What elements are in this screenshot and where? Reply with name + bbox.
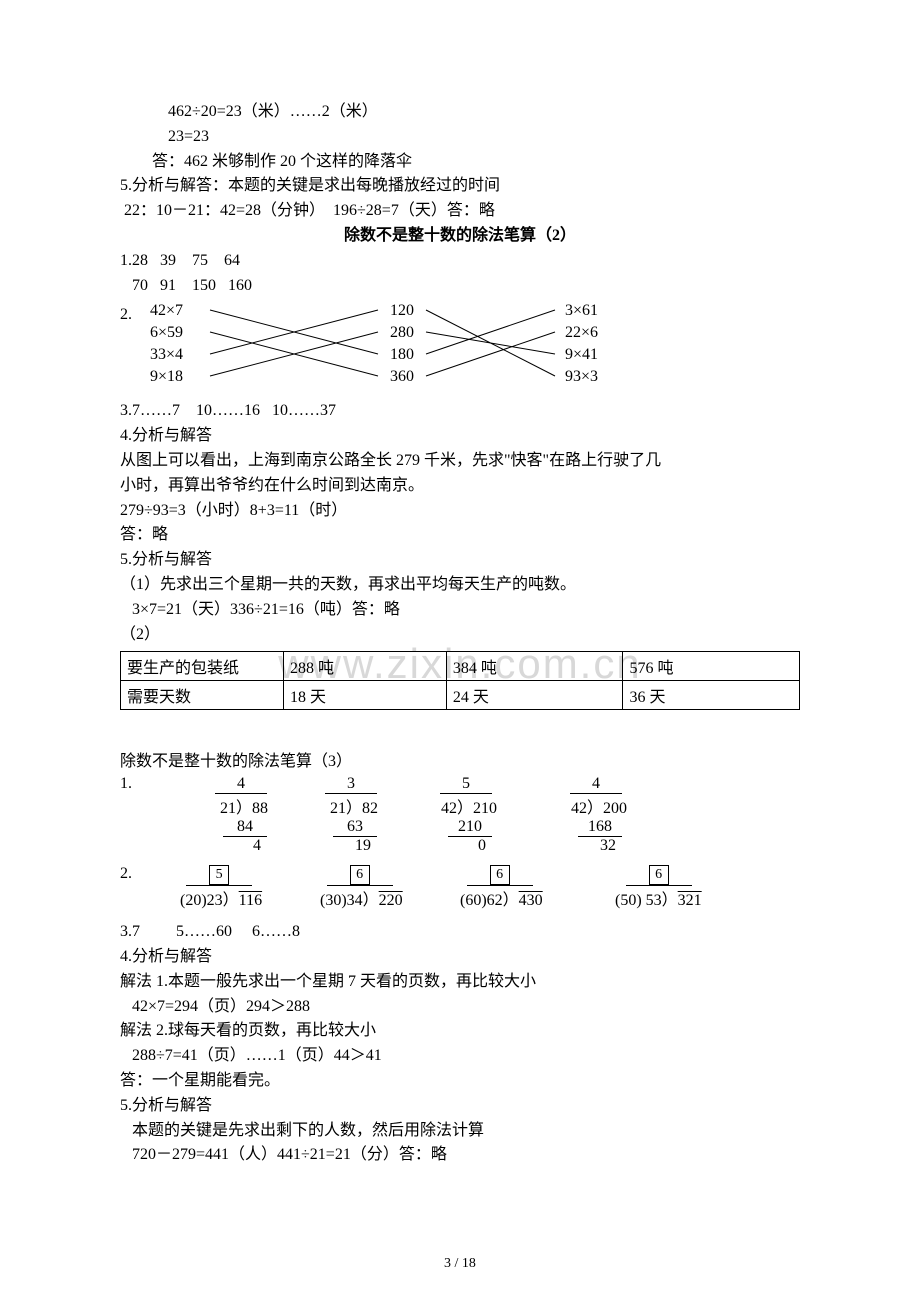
- body-text: 答：略: [120, 523, 800, 548]
- body-text: 小时，再算出爷爷约在什么时间到达南京。: [120, 474, 800, 499]
- long-division: 5(20)23）116: [180, 865, 262, 910]
- match-mid-item: 120: [390, 302, 414, 320]
- body-text: 1.28 39 75 64: [120, 249, 800, 274]
- match-mid-item: 280: [390, 324, 414, 342]
- body-text: 70 91 150 160: [120, 274, 800, 299]
- section-heading: 除数不是整十数的除法笔算（2）: [120, 224, 800, 249]
- match-left-item: 6×59: [150, 324, 183, 342]
- long-division: 421）88844: [215, 775, 273, 855]
- table-cell: 24 天: [446, 681, 623, 710]
- body-text: 4.分析与解答: [120, 424, 800, 449]
- production-table: 要生产的包装纸 288 吨 384 吨 576 吨 需要天数 18 天 24 天…: [120, 651, 800, 710]
- body-text: （1）先求出三个星期一共的天数，再求出平均每天生产的吨数。: [120, 573, 800, 598]
- body-text: 本题的关键是先求出剩下的人数，然后用除法计算: [120, 1119, 800, 1144]
- body-text: 3×7=21（天）336÷21=16（吨）答：略: [120, 598, 800, 623]
- long-division: 542）2102100: [440, 775, 498, 855]
- body-text: 22：10－21：42=28（分钟） 196÷28=7（天）答：略: [120, 199, 800, 224]
- body-text: 288÷7=41（页）……1（页）44＞41: [120, 1044, 800, 1069]
- body-text: 720－279=441（人）441÷21=21（分）答：略: [120, 1143, 800, 1168]
- match-right-item: 3×61: [565, 302, 598, 320]
- table-cell: 36 天: [623, 681, 800, 710]
- body-text: 解法 1.本题一般先求出一个星期 7 天看的页数，再比较大小: [120, 970, 800, 995]
- page-footer: 3 / 18: [0, 1256, 920, 1272]
- body-text: 462÷20=23（米）……2（米）: [120, 100, 800, 125]
- table-cell: 384 吨: [446, 652, 623, 681]
- matching-diagram: 2. 42×7 120 3×61 6×59 280 22×6 33×4 180 9×41 9×18 3…: [120, 300, 800, 395]
- body-text: 3.7……7 10……16 10……37: [120, 399, 800, 424]
- table-cell: 18 天: [283, 681, 446, 710]
- long-division: 321）826319: [325, 775, 383, 855]
- match-mid-item: 180: [390, 346, 414, 364]
- body-text: 5.分析与解答：本题的关键是求出每晚播放经过的时间: [120, 174, 800, 199]
- long-division-row: 1. 421）88844 321）826319 542）2102100 442）2001…: [120, 775, 800, 865]
- long-division: 6(30)34）220: [320, 865, 403, 910]
- body-text: 解法 2.球每天看的页数，再比较大小: [120, 1019, 800, 1044]
- match-right-item: 22×6: [565, 324, 598, 342]
- body-text: 答：462 米够制作 20 个这样的降落伞: [120, 150, 800, 175]
- question-label: 2.: [120, 865, 132, 883]
- body-text: 答：一个星期能看完。: [120, 1069, 800, 1094]
- body-text: （2）: [120, 623, 800, 648]
- body-text: 42×7=294（页）294＞288: [120, 995, 800, 1020]
- long-division-row-2: 2. 5(20)23）116 6(30)34）220 6(60)62）430 6(50)…: [120, 865, 800, 920]
- long-division: 6(60)62）430: [460, 865, 543, 910]
- body-text: 23=23: [120, 125, 800, 150]
- long-division: 442）20016832: [570, 775, 628, 855]
- body-text: 3.7 5……60 6……8: [120, 920, 800, 945]
- body-text: 4.分析与解答: [120, 945, 800, 970]
- match-left-item: 33×4: [150, 346, 183, 364]
- body-text: 5.分析与解答: [120, 1094, 800, 1119]
- long-division: 6(50) 53）321: [615, 865, 702, 910]
- table-row: 要生产的包装纸 288 吨 384 吨 576 吨: [121, 652, 800, 681]
- question-label: 2.: [120, 306, 132, 324]
- body-text: 从图上可以看出，上海到南京公路全长 279 千米，先求"快客"在路上行驶了几: [120, 449, 800, 474]
- match-lines: [120, 300, 800, 395]
- match-left-item: 9×18: [150, 368, 183, 386]
- section-heading: 除数不是整十数的除法笔算（3）: [120, 750, 800, 775]
- table-row: 需要天数 18 天 24 天 36 天: [121, 681, 800, 710]
- body-text: 5.分析与解答: [120, 548, 800, 573]
- match-right-item: 9×41: [565, 346, 598, 364]
- table-cell: 要生产的包装纸: [121, 652, 284, 681]
- table-cell: 288 吨: [283, 652, 446, 681]
- table-cell: 需要天数: [121, 681, 284, 710]
- match-right-item: 93×3: [565, 368, 598, 386]
- table-cell: 576 吨: [623, 652, 800, 681]
- match-mid-item: 360: [390, 368, 414, 386]
- body-text: 279÷93=3（小时）8+3=11（时）: [120, 499, 800, 524]
- question-label: 1.: [120, 775, 132, 793]
- match-left-item: 42×7: [150, 302, 183, 320]
